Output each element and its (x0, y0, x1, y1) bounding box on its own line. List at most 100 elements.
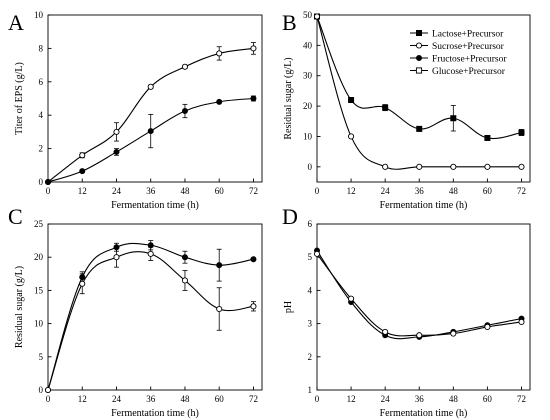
y-tick-label: 2 (308, 352, 313, 362)
y-axis-label: pH (283, 301, 294, 313)
x-tick-label: 60 (483, 394, 493, 404)
data-point (313, 13, 321, 20)
panel-letter: C (8, 204, 23, 229)
plot-frame (47, 223, 263, 391)
data-point (147, 250, 154, 257)
y-tick-label: 1 (308, 385, 313, 395)
x-tick-label: 48 (449, 394, 459, 404)
data-point (216, 305, 223, 313)
data-point (348, 133, 355, 140)
data-point (416, 163, 423, 170)
y-tick-label: 0 (39, 177, 44, 187)
data-point (181, 254, 188, 261)
y-tick-label: 6 (39, 77, 44, 87)
data-point (484, 134, 491, 141)
x-tick-label: 36 (415, 186, 425, 196)
series-line (47, 242, 254, 391)
x-tick-label: 60 (483, 186, 493, 196)
data-point (113, 254, 120, 261)
data-point (250, 95, 257, 102)
legend-label: Glucose+Precursor (432, 67, 506, 77)
data-point (181, 63, 189, 70)
series-line (316, 253, 522, 337)
data-point (147, 128, 154, 135)
x-tick-label: 72 (249, 186, 258, 196)
x-tick-label: 0 (315, 394, 320, 404)
y-tick-label: 10 (34, 10, 44, 20)
legend-marker (415, 42, 423, 49)
data-point (518, 163, 525, 170)
data-point (44, 386, 52, 394)
x-axis-label: Fermentation time (h) (380, 200, 468, 211)
series-line (47, 251, 254, 391)
x-tick-label: 48 (449, 186, 459, 196)
legend-label: Sucrose+Precursor (432, 42, 505, 52)
y-axis-label: Residual sugar (g/L) (14, 266, 25, 348)
data-point (450, 163, 457, 170)
data-point (45, 178, 52, 185)
series-2 (44, 246, 257, 394)
y-tick-label: 5 (39, 352, 44, 362)
series-1 (45, 240, 257, 393)
y-tick-label: 20 (303, 101, 313, 111)
plot-frame (47, 14, 263, 183)
panel-b: B 0 12 24 36 48 60 72 0 10 20 30 40 50 Fermentation ti… (282, 10, 531, 211)
data-point (518, 318, 525, 325)
y-tick-label: 0 (308, 162, 313, 172)
x-tick-label: 36 (415, 394, 425, 404)
x-tick-label: 72 (517, 394, 526, 404)
data-point (113, 148, 120, 155)
data-point (79, 280, 86, 287)
plot-frame (316, 223, 531, 391)
y-tick-label: 30 (303, 71, 313, 81)
x-tick-label: 24 (381, 394, 391, 404)
panel-c: C 0 12 24 36 48 60 72 0 5 10 15 20 25 Fermentation tim… (8, 204, 263, 419)
data-point (250, 45, 257, 52)
series-1 (44, 42, 257, 186)
x-tick-label: 72 (249, 394, 258, 404)
data-point (181, 277, 189, 284)
data-point (147, 83, 154, 90)
data-point (348, 295, 355, 302)
y-tick-label: 4 (39, 110, 44, 120)
data-point (313, 250, 321, 257)
panel-letter: B (282, 10, 297, 35)
x-tick-label: 48 (180, 186, 190, 196)
data-point (181, 108, 188, 115)
data-point (79, 152, 86, 159)
y-tick-label: 25 (34, 219, 44, 229)
x-tick-label: 24 (112, 186, 122, 196)
x-axis-label: Fermentation time (h) (380, 408, 468, 419)
y-tick-label: 5 (308, 252, 313, 262)
data-point (382, 104, 389, 111)
legend-marker (415, 29, 422, 36)
x-tick-label: 60 (215, 394, 225, 404)
panel-letter: D (282, 204, 298, 229)
y-tick-label: 40 (303, 40, 313, 50)
x-tick-label: 36 (146, 186, 156, 196)
y-tick-label: 20 (34, 252, 44, 262)
data-point (416, 332, 423, 339)
data-point (484, 163, 491, 170)
y-tick-label: 10 (303, 131, 313, 141)
y-tick-label: 0 (39, 385, 44, 395)
data-point (216, 98, 223, 105)
y-tick-label: 3 (308, 319, 313, 329)
data-point (450, 330, 457, 337)
data-point (216, 262, 223, 269)
x-tick-label: 0 (315, 186, 320, 196)
legend: Lactose+Precursor Sucrose+Precursor Fructo… (410, 29, 507, 77)
data-point (382, 163, 389, 170)
y-tick-label: 15 (34, 285, 44, 295)
data-point (382, 328, 389, 335)
legend-marker (415, 55, 422, 62)
x-tick-label: 60 (215, 186, 225, 196)
x-tick-label: 12 (78, 394, 87, 404)
y-tick-label: 2 (39, 144, 44, 154)
y-tick-label: 8 (39, 43, 44, 53)
series-2 (313, 250, 525, 339)
data-point (250, 256, 257, 263)
